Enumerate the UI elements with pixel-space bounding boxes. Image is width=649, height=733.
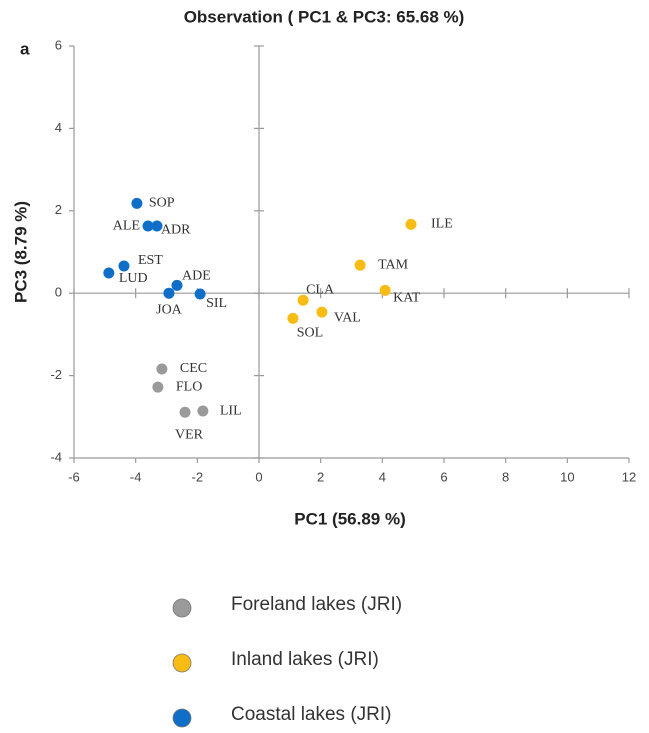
point-label: KAT xyxy=(393,291,421,306)
point-label: SIL xyxy=(206,296,227,311)
point-label: VER xyxy=(175,427,204,442)
y-axis-title: PC3 (8.79 %) xyxy=(11,201,30,303)
x-tick-label: 8 xyxy=(502,469,509,484)
legend-label: Coastal lakes (JRI) xyxy=(231,704,392,725)
point xyxy=(156,363,168,375)
point-label: ALE xyxy=(113,218,140,233)
point xyxy=(194,288,206,300)
point xyxy=(316,306,328,318)
point-label: CLA xyxy=(306,282,335,297)
point-label: VAL xyxy=(334,310,361,325)
y-tick-label: 2 xyxy=(55,202,62,217)
y-tick-label: 6 xyxy=(55,37,62,52)
point-label: ILE xyxy=(431,217,453,232)
point xyxy=(297,294,309,306)
point xyxy=(118,260,130,272)
legend-marker xyxy=(172,653,192,673)
point-label: SOP xyxy=(149,196,175,211)
point xyxy=(354,259,366,271)
x-tick-label: 4 xyxy=(379,469,386,484)
x-tick-label: 0 xyxy=(255,469,262,484)
chart-title: Observation ( PC1 & PC3: 65.68 %) xyxy=(184,7,465,26)
point xyxy=(103,267,115,279)
point-label: TAM xyxy=(378,257,409,272)
point-label: JOA xyxy=(156,302,183,317)
y-tick-label: 0 xyxy=(55,285,62,300)
x-tick-label: -4 xyxy=(130,469,142,484)
x-tick-label: 6 xyxy=(440,469,447,484)
point xyxy=(179,406,191,418)
point xyxy=(142,220,154,232)
legend-label: Foreland lakes (JRI) xyxy=(231,594,402,615)
point-label: LUD xyxy=(119,271,148,286)
x-tick-label: -2 xyxy=(192,469,204,484)
point-label: ADE xyxy=(182,269,211,284)
point-label: EST xyxy=(138,253,163,268)
point xyxy=(152,381,164,393)
legend-marker xyxy=(172,708,192,728)
point-label: CEC xyxy=(180,361,207,376)
x-tick-label: 12 xyxy=(622,469,636,484)
legend-marker xyxy=(172,598,192,618)
point xyxy=(171,279,183,291)
point xyxy=(163,287,175,299)
point xyxy=(287,312,299,324)
point-label: ADR xyxy=(161,222,191,237)
x-axis-title: PC1 (56.89 %) xyxy=(294,509,406,528)
point xyxy=(405,218,417,230)
x-tick-label: -6 xyxy=(68,469,80,484)
point xyxy=(151,220,163,232)
panel-label: a xyxy=(20,39,30,58)
point xyxy=(379,284,391,296)
y-tick-label: -2 xyxy=(50,367,62,382)
x-tick-label: 2 xyxy=(317,469,324,484)
point xyxy=(131,197,143,209)
y-tick-label: 4 xyxy=(55,120,62,135)
point-label: LIL xyxy=(220,403,242,418)
x-tick-label: 10 xyxy=(560,469,574,484)
y-tick-label: -4 xyxy=(50,449,62,464)
point xyxy=(197,405,209,417)
point-label: FLO xyxy=(176,379,202,394)
point-label: SOL xyxy=(297,326,323,341)
legend-label: Inland lakes (JRI) xyxy=(231,649,379,670)
